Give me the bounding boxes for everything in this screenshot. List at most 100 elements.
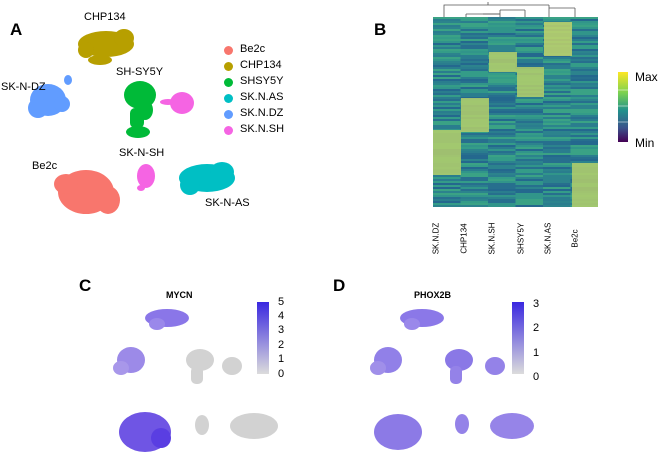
heatmap-cell	[515, 109, 543, 111]
heatmap-col-1: CHP134	[459, 223, 469, 254]
heatmap-cell	[543, 107, 571, 109]
heatmap-cell	[515, 193, 543, 195]
heatmap-cell	[433, 179, 461, 181]
heatmap-cell	[433, 47, 461, 49]
heatmap-cell	[488, 127, 516, 129]
heatmap-cell	[543, 179, 571, 181]
heatmap-cell	[460, 91, 488, 93]
heatmap-cell	[460, 93, 488, 95]
heatmap-cell	[433, 41, 461, 43]
heatmap-cell	[460, 151, 488, 153]
heatmap-cell	[433, 37, 461, 39]
heatmap-cell	[460, 81, 488, 83]
heatmap-cell	[570, 45, 598, 47]
phox2b-colorbar	[512, 302, 524, 374]
heatmap-cell	[515, 113, 543, 115]
heatmap-cell	[515, 127, 543, 129]
heatmap-cell	[570, 139, 598, 141]
mycn-tick-2: 2	[278, 339, 285, 351]
heatmap-cell	[488, 171, 516, 173]
heatmap-cell	[515, 151, 543, 153]
heatmap-cell	[433, 103, 461, 105]
heatmap-cell	[515, 29, 543, 31]
heatmap-cell	[488, 117, 516, 119]
legend-label-4: SK.N.DZ	[240, 107, 284, 119]
heatmap-cell	[515, 33, 543, 35]
heatmap-cell	[433, 53, 461, 55]
heatmap-cell	[515, 159, 543, 161]
heatmap-cell	[488, 203, 516, 205]
heatmap-cell	[570, 55, 598, 57]
heatmap-cell	[570, 151, 598, 153]
heatmap-cell	[515, 55, 543, 57]
heatmap-cell	[460, 17, 488, 19]
heatmap-cell	[570, 141, 598, 143]
heatmap-cell	[515, 115, 543, 117]
heatmap-cell	[488, 25, 516, 27]
heatmap-cell	[488, 183, 516, 185]
heatmap-cell	[460, 55, 488, 57]
heatmap-cell	[433, 87, 461, 89]
heatmap-cell	[515, 103, 543, 105]
heatmap-cell	[433, 69, 461, 71]
heatmap-cell	[543, 19, 571, 21]
heatmap-cell	[488, 41, 516, 43]
heatmap-cell	[488, 29, 516, 31]
heatmap-cell	[460, 21, 488, 23]
heatmap-cell	[433, 75, 461, 77]
heatmap-cell	[515, 169, 543, 171]
heatmap-col-3: SHSY5Y	[516, 222, 526, 255]
heatmap-cell	[488, 107, 516, 109]
heatmap-cell	[543, 145, 571, 147]
heatmap-cell	[515, 187, 543, 189]
heatmap-cell	[515, 155, 543, 157]
heatmap-cell	[515, 31, 543, 33]
heatmap-cell	[543, 65, 571, 67]
heatmap-cell	[488, 147, 516, 149]
heatmap-cell	[570, 21, 598, 23]
heatmap-cell	[543, 111, 571, 113]
heatmap-cell	[570, 143, 598, 145]
heatmap-cell	[460, 149, 488, 151]
heatmap-cell	[543, 95, 571, 97]
heatmap-cell	[460, 69, 488, 71]
heatmap-cell	[570, 115, 598, 117]
mycn-colorbar	[257, 302, 269, 374]
heatmap-cell	[488, 21, 516, 23]
heatmap-cell	[488, 199, 516, 201]
panel-c-title: MYCN	[166, 290, 193, 300]
heatmap-cell	[543, 101, 571, 103]
cluster-be2c	[54, 170, 120, 214]
heatmap-cell	[488, 195, 516, 197]
heatmap-cell	[433, 117, 461, 119]
heatmap-cell	[460, 185, 488, 187]
heatmap-cell	[488, 81, 516, 83]
heatmap-cell	[543, 127, 571, 129]
heatmap-cell	[570, 149, 598, 151]
heatmap-cell	[433, 113, 461, 115]
legend-dot-5	[224, 126, 233, 135]
heatmap-cell	[570, 147, 598, 149]
panel-a-legend: Be2c CHP134 SHSY5Y SK.N.AS SK.N.DZ SK.N.…	[220, 42, 310, 142]
heatmap-cell	[543, 119, 571, 121]
heatmap-cell	[515, 205, 543, 207]
heatmap-cell	[488, 23, 516, 25]
heatmap-cell	[433, 105, 461, 107]
heatmap-cell	[488, 87, 516, 89]
heatmap-cell	[515, 175, 543, 177]
heatmap-cell	[433, 93, 461, 95]
heatmap-cell	[543, 125, 571, 127]
heatmap-col-2: SK.N.SH	[487, 222, 497, 255]
heatmap-cell	[543, 63, 571, 65]
heatmap-cell	[460, 95, 488, 97]
heatmap-cell	[460, 145, 488, 147]
phox2b-tick-1: 1	[533, 347, 540, 359]
heatmap-col-4: SK.N.AS	[543, 222, 553, 255]
panel-a-letter: A	[10, 20, 23, 39]
phox2b-tick-2: 2	[533, 322, 540, 334]
heatmap-cell	[433, 201, 461, 203]
heatmap-cell	[543, 73, 571, 75]
heatmap-cell	[570, 37, 598, 39]
heatmap-cell	[460, 89, 488, 91]
heatmap-cell	[488, 193, 516, 195]
